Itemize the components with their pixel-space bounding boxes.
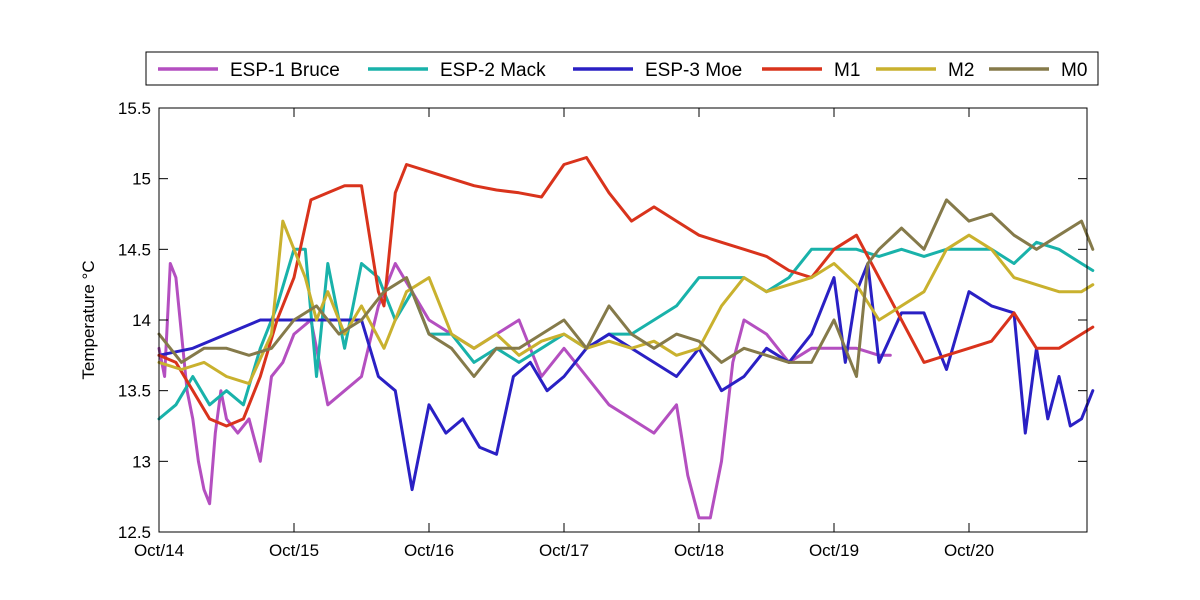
- series-line-3: [157, 156, 1095, 428]
- y-axis: 12.5 13 13.5 14 14.5 15 15.5: [118, 99, 1087, 542]
- legend-label-2: ESP-3 Moe: [645, 60, 742, 81]
- x-tick-label: Oct/15: [269, 541, 319, 560]
- x-tick-label: Oct/14: [134, 541, 184, 560]
- series-line-2: [157, 262, 1095, 492]
- legend-label-3: M1: [834, 60, 860, 81]
- y-tick-label: 14: [132, 311, 151, 330]
- legend-label-4: M2: [948, 60, 974, 81]
- y-tick-label: 14.5: [118, 240, 151, 259]
- x-axis: Oct/14 Oct/15 Oct/16 Oct/17 Oct/18 Oct/19 Oct/…: [134, 108, 994, 560]
- legend-label-1: ESP-2 Mack: [440, 60, 546, 81]
- y-tick-label: 15.5: [118, 99, 151, 118]
- legend-label-0: ESP-1 Bruce: [230, 60, 340, 81]
- x-tick-label: Oct/19: [809, 541, 859, 560]
- y-tick-label: 13: [132, 452, 151, 471]
- y-tick-label: 15: [132, 170, 151, 189]
- legend-label-5: M0: [1061, 60, 1087, 81]
- x-tick-label: Oct/17: [539, 541, 589, 560]
- series-line-4: [157, 219, 1095, 386]
- x-tick-label: Oct/20: [944, 541, 994, 560]
- y-tick-label: 13.5: [118, 382, 151, 401]
- x-tick-label: Oct/16: [404, 541, 454, 560]
- y-tick-label: 12.5: [118, 523, 151, 542]
- series-layer: [157, 156, 1095, 520]
- y-axis-title: Temperature °C: [79, 260, 98, 379]
- legend: ESP-1 Bruce ESP-2 Mack ESP-3 Moe M1 M2 M0: [145, 51, 1099, 86]
- series-line-5: [157, 198, 1095, 378]
- x-tick-label: Oct/18: [674, 541, 724, 560]
